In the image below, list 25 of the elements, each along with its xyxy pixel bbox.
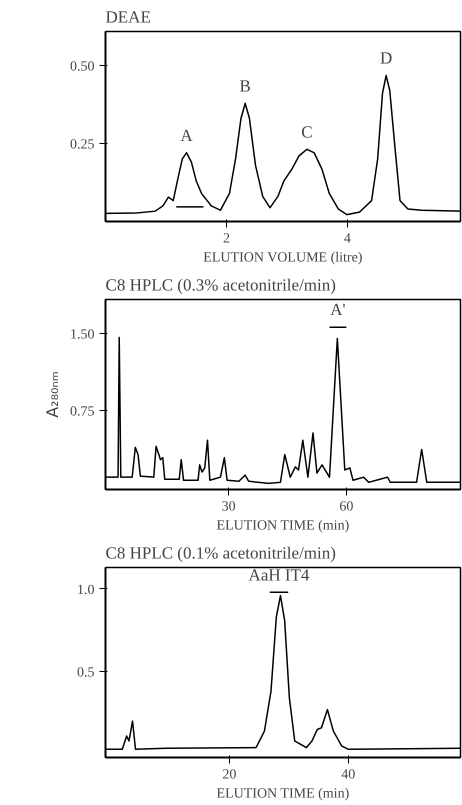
y-tick-label: 0.75: [70, 404, 94, 420]
y-tick-label: 0.5: [77, 666, 94, 681]
x-axis-title: ELUTION TIME (min): [216, 518, 350, 534]
y-axis-title: A₂₈₀ₙₘ: [43, 371, 62, 418]
x-tick-label: 30: [222, 500, 236, 514]
chart-title: C8 HPLC (0.3% acetonitrile/min): [106, 276, 336, 294]
x-tick-label: 40: [341, 768, 356, 782]
y-tick-label: 1.50: [70, 327, 94, 342]
annotation: A': [330, 300, 346, 320]
x-tick-label: 60: [339, 500, 354, 514]
chart-title: DEAE: [106, 8, 151, 26]
annotation: D: [380, 48, 392, 68]
annotation: C: [301, 122, 313, 142]
y-tick-label: 0.25: [70, 137, 94, 152]
annotation: AaH IT4: [248, 565, 310, 584]
chart-title: C8 HPLC (0.1% acetonitrile/min): [106, 544, 336, 562]
x-tick-label: 2: [222, 232, 230, 246]
x-axis-title: ELUTION TIME (min): [216, 786, 350, 802]
y-tick-label: 0.50: [70, 59, 94, 74]
y-tick-label: 1.0: [77, 582, 94, 598]
annotation: A: [180, 126, 194, 145]
annotation: B: [240, 76, 251, 96]
x-tick-label: 20: [222, 768, 236, 782]
x-tick-label: 4: [344, 232, 351, 246]
x-axis-title: ELUTION VOLUME (litre): [203, 250, 363, 266]
